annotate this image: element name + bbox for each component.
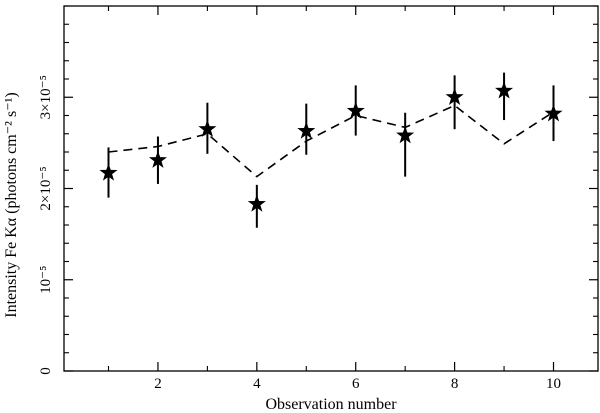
y-axis-label: Intensity Fe Kα (photons cm⁻² s⁻¹) xyxy=(3,92,20,318)
plot-frame xyxy=(63,5,599,372)
star-data-point xyxy=(495,81,514,99)
y-tick-label: 10⁻⁵ xyxy=(38,266,54,294)
x-axis-label: Observation number xyxy=(265,396,397,413)
plot-area xyxy=(99,72,563,228)
star-data-point xyxy=(544,104,563,122)
axes xyxy=(63,5,599,372)
star-data-point xyxy=(297,121,316,139)
y-tick-label: 0 xyxy=(38,367,54,375)
axis-ticks xyxy=(64,5,598,372)
star-data-point xyxy=(247,194,266,212)
star-data-point xyxy=(396,126,415,144)
star-data-point xyxy=(148,150,167,168)
y-tick-label: 3×10⁻⁵ xyxy=(38,75,54,119)
tick-labels: 2 4 6 8 10 0 10⁻⁵ 2×10⁻⁵ 3×10⁻⁵ xyxy=(38,75,561,392)
x-tick-label: 10 xyxy=(546,376,561,392)
star-data-point xyxy=(346,101,365,119)
dashed-line-series xyxy=(108,104,554,178)
x-tick-label: 2 xyxy=(154,376,162,392)
star-data-point xyxy=(445,87,464,105)
y-tick-label: 2×10⁻⁵ xyxy=(38,166,54,210)
x-tick-label: 6 xyxy=(352,376,360,392)
star-data-point xyxy=(99,163,118,181)
x-tick-label: 4 xyxy=(253,376,261,392)
star-data-point xyxy=(198,119,217,137)
x-tick-label: 8 xyxy=(451,376,459,392)
